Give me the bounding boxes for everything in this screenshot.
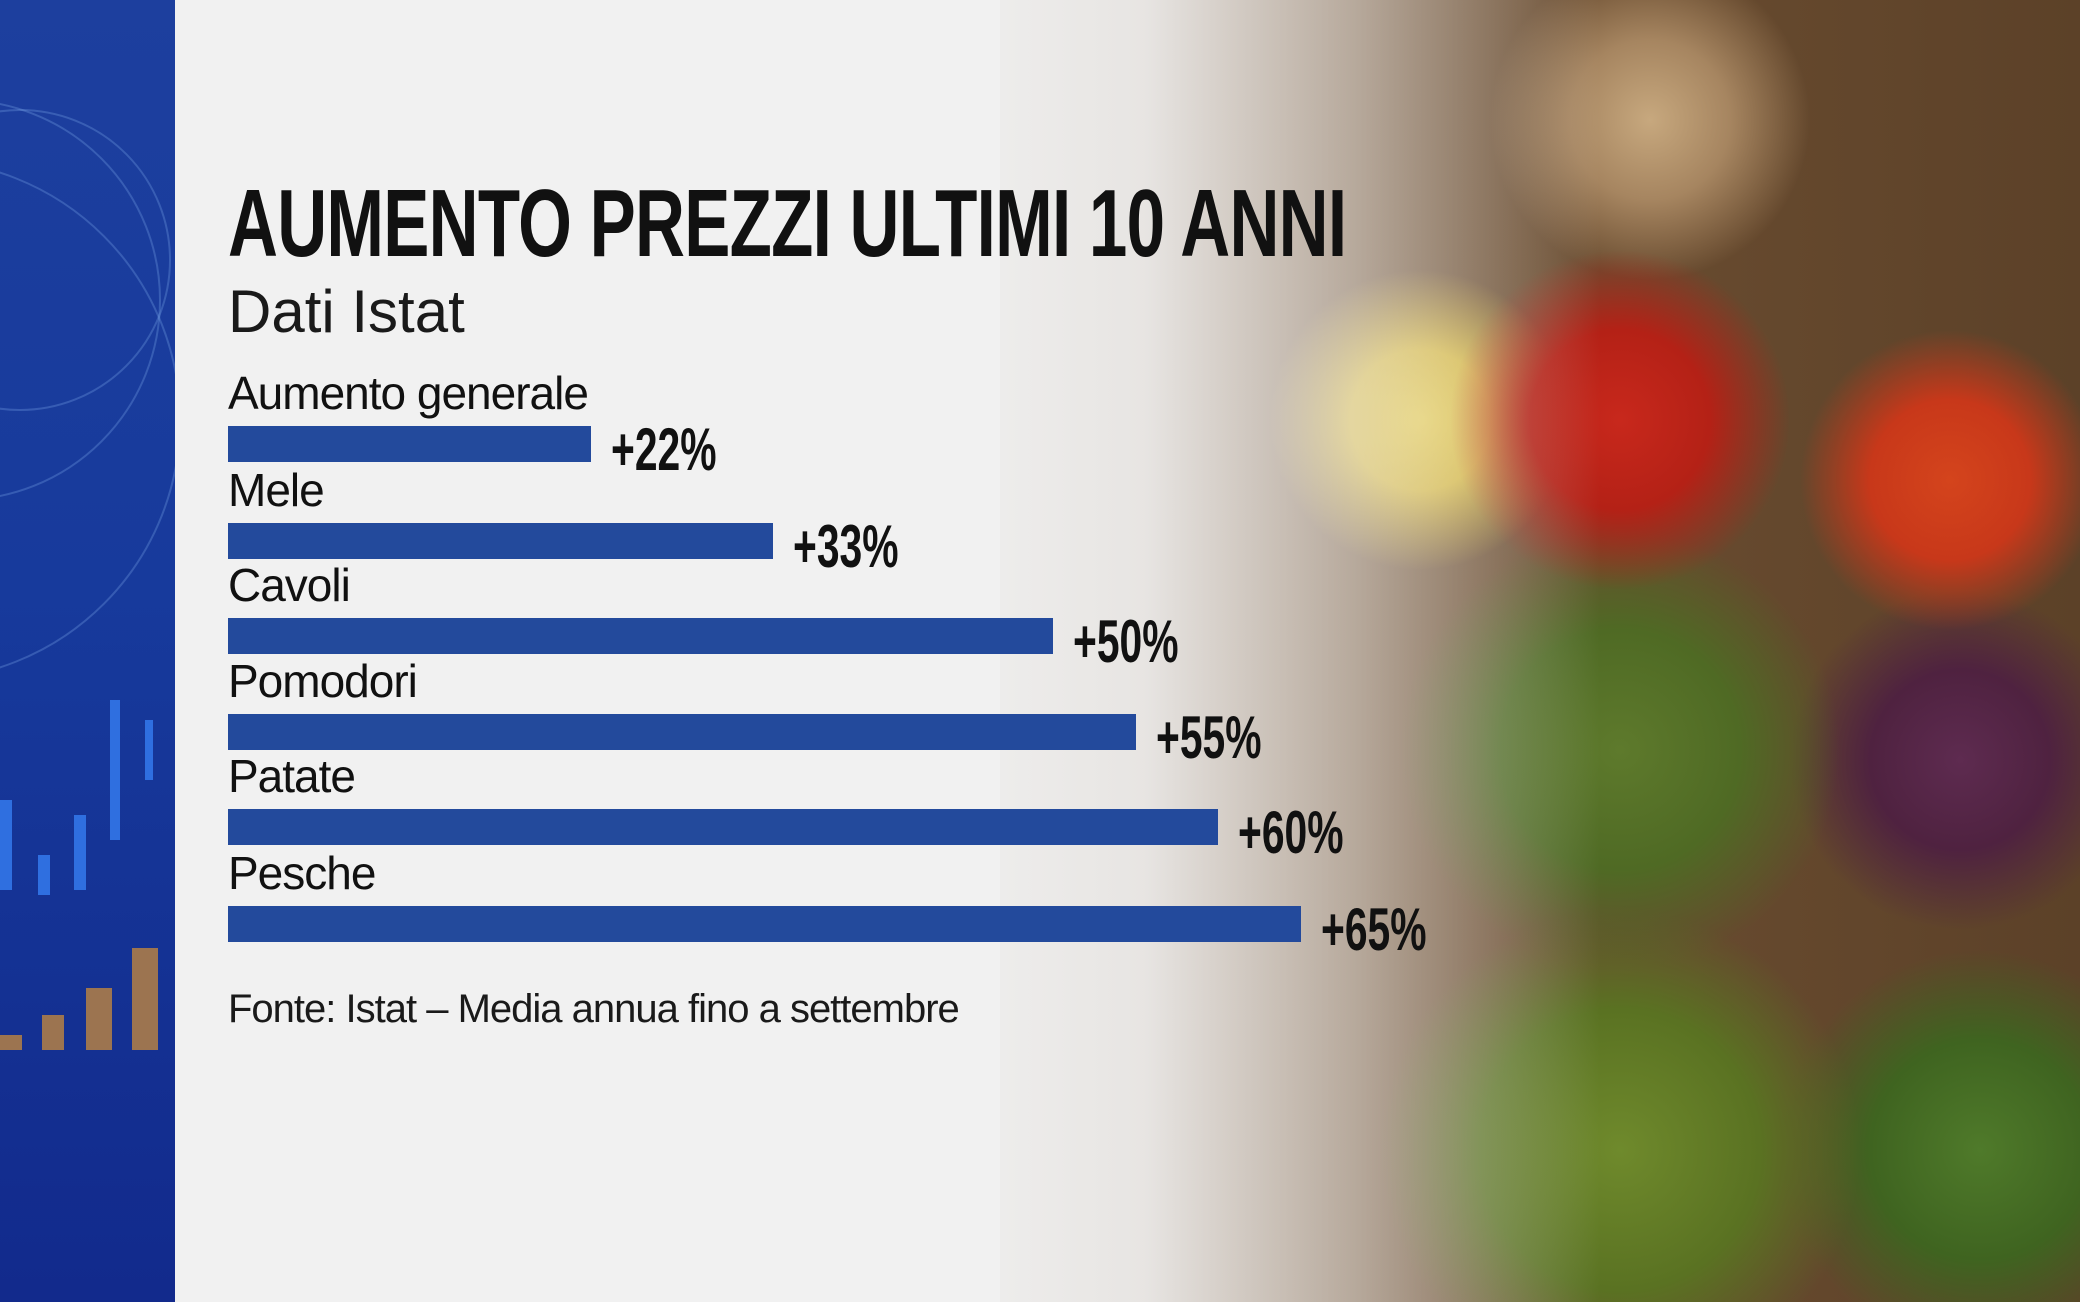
value-label: +55% xyxy=(1155,704,1262,771)
category-label: Pomodori xyxy=(228,655,418,707)
value-label: +33% xyxy=(792,513,899,580)
value-label: +22% xyxy=(611,416,717,483)
decorative-side-panel xyxy=(0,0,175,1302)
bar xyxy=(228,523,773,559)
bar xyxy=(228,906,1301,942)
chart-title: AUMENTO PREZZI ULTIMI 10 ANNI xyxy=(228,170,1347,277)
value-label: +60% xyxy=(1238,799,1344,866)
chart-subtitle: Dati Istat xyxy=(228,278,465,345)
value-label: +65% xyxy=(1321,896,1427,963)
bar xyxy=(228,426,592,462)
bar xyxy=(228,714,1136,750)
source-note: Fonte: Istat – Media annua fino a settem… xyxy=(228,987,960,1031)
bar xyxy=(228,618,1054,654)
bar xyxy=(228,809,1219,845)
value-label: +50% xyxy=(1073,608,1179,675)
finance-graphic-icon xyxy=(0,103,175,1050)
category-label: Cavoli xyxy=(228,559,351,611)
category-label: Aumento generale xyxy=(228,367,589,419)
category-label: Pesche xyxy=(228,847,376,899)
category-label: Patate xyxy=(228,750,356,802)
category-label: Mele xyxy=(228,464,325,516)
